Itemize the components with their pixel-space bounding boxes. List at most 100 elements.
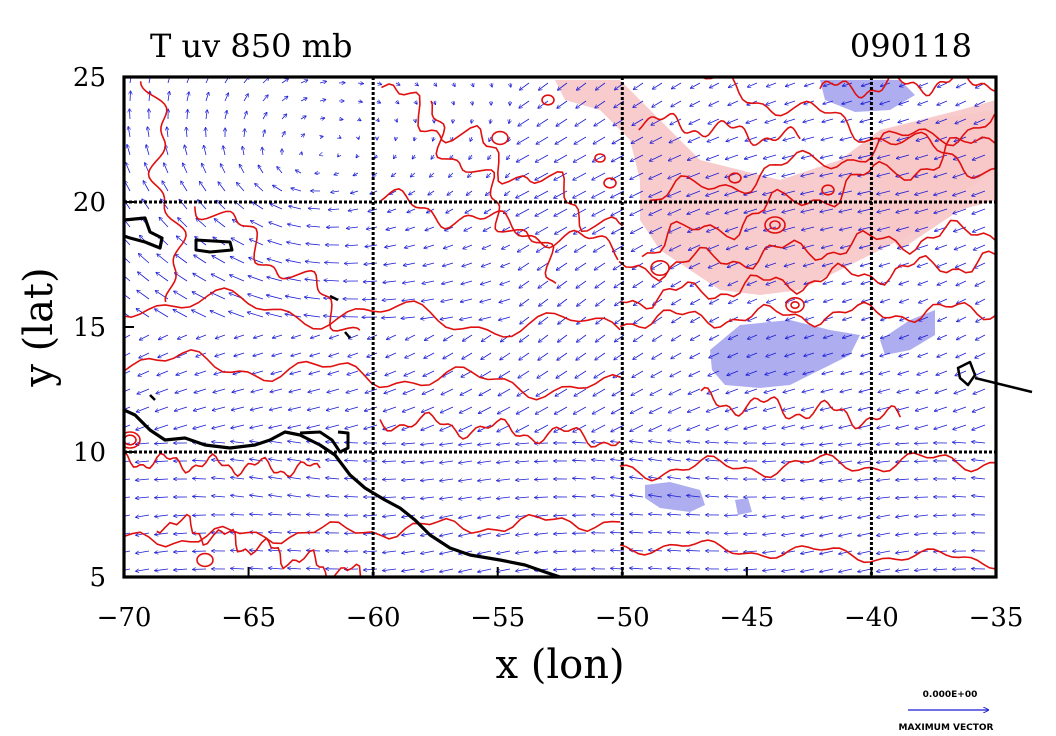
- wind-vector: [691, 334, 701, 340]
- wind-vector: [383, 443, 397, 444]
- wind-vector: [767, 316, 777, 321]
- wind-vector: [594, 118, 606, 126]
- wind-vector: [557, 262, 568, 270]
- wind-vector: [421, 461, 435, 463]
- wind-vector: [331, 191, 340, 192]
- wind-vector: [387, 334, 397, 339]
- wind-vector: [478, 497, 492, 499]
- wind-vector: [255, 184, 264, 192]
- contour-line: [620, 250, 996, 310]
- wind-vector: [858, 190, 872, 194]
- wind-vector: [536, 226, 549, 234]
- wind-vector: [669, 406, 682, 413]
- wind-vector: [415, 119, 416, 122]
- wind-vector: [842, 280, 853, 284]
- wind-vector: [212, 496, 226, 497]
- wind-vector: [250, 477, 264, 479]
- wind-vector: [877, 424, 891, 428]
- wind-vector: [593, 154, 606, 162]
- wind-vector: [801, 532, 815, 536]
- wind-vector: [556, 244, 568, 252]
- wind-vector: [672, 316, 682, 323]
- wind-vector: [630, 495, 644, 497]
- wind-vector: [516, 568, 530, 571]
- wind-vector: [286, 296, 302, 300]
- legend-caption: MAXIMUM VECTOR: [898, 723, 993, 733]
- wind-vector: [783, 136, 796, 140]
- wind-vector: [516, 190, 530, 198]
- wind-vector: [840, 154, 853, 158]
- x-axis-title: x (lon): [495, 642, 624, 688]
- wind-vector: [671, 352, 682, 359]
- wind-vector: [177, 236, 188, 246]
- wind-vector: [224, 93, 228, 102]
- wind-vector: [688, 388, 701, 394]
- wind-vector: [174, 424, 188, 429]
- wind-vector: [503, 226, 511, 231]
- contour-line: [124, 450, 321, 478]
- wind-vector: [377, 101, 380, 103]
- wind-vector: [406, 226, 416, 230]
- wind-vector: [956, 280, 967, 285]
- contour-line: [619, 452, 996, 482]
- wind-vector: [558, 298, 568, 306]
- wind-vector: [672, 334, 682, 341]
- wind-vector: [176, 370, 188, 375]
- wind-vector: [469, 154, 472, 159]
- wind-vector: [248, 276, 264, 282]
- wind-vector: [687, 568, 701, 569]
- wind-vector: [482, 334, 492, 341]
- wind-vector: [212, 274, 226, 282]
- wind-vector: [649, 208, 663, 215]
- wind-vector: [516, 208, 530, 216]
- wind-vector: [307, 477, 321, 479]
- wind-vector: [269, 495, 283, 497]
- wind-vector: [763, 461, 777, 462]
- wind-vector: [669, 226, 682, 233]
- wind-vector: [862, 298, 872, 302]
- wind-vector: [862, 334, 872, 338]
- wind-vector: [177, 352, 188, 357]
- warm-anomaly-region-2: [880, 110, 996, 250]
- closed-contour: [594, 153, 606, 163]
- wind-vector: [365, 406, 378, 411]
- wind-vector: [709, 262, 720, 268]
- wind-vector: [861, 100, 872, 104]
- wind-vector: [535, 461, 549, 462]
- wind-vector: [139, 254, 150, 264]
- wind-vector: [266, 313, 283, 318]
- wind-vector: [975, 262, 986, 268]
- wind-vector: [899, 352, 910, 356]
- wind-vector: [650, 136, 663, 143]
- wind-vector: [537, 118, 549, 126]
- wind-vector: [879, 118, 891, 122]
- wind-vector: [595, 352, 606, 360]
- wind-vector: [249, 258, 264, 264]
- wind-vector: [745, 136, 758, 141]
- wind-vector: [187, 110, 188, 120]
- contour-line: [650, 113, 996, 202]
- wind-vector: [273, 334, 283, 338]
- wind-vector: [186, 128, 187, 138]
- wind-vector: [423, 370, 435, 376]
- wind-vector-field: [124, 77, 986, 572]
- wind-vector: [137, 388, 150, 394]
- wind-vector: [385, 244, 397, 247]
- wind-vector: [334, 173, 340, 175]
- wind-vector: [820, 514, 834, 518]
- wind-vector: [916, 406, 929, 411]
- contour-line: [619, 301, 996, 330]
- wind-vector: [669, 388, 682, 395]
- wind-vector: [155, 551, 169, 553]
- wind-vector: [193, 496, 207, 497]
- wind-vector: [288, 441, 302, 443]
- wind-vector: [859, 226, 872, 230]
- wind-vector: [592, 172, 606, 180]
- wind-vector: [766, 262, 777, 267]
- wind-vector: [919, 316, 929, 321]
- wind-vector: [843, 82, 853, 86]
- wind-vector: [309, 370, 321, 374]
- wind-vector: [193, 478, 207, 479]
- wind-vector: [138, 272, 150, 282]
- wind-vector: [801, 550, 815, 554]
